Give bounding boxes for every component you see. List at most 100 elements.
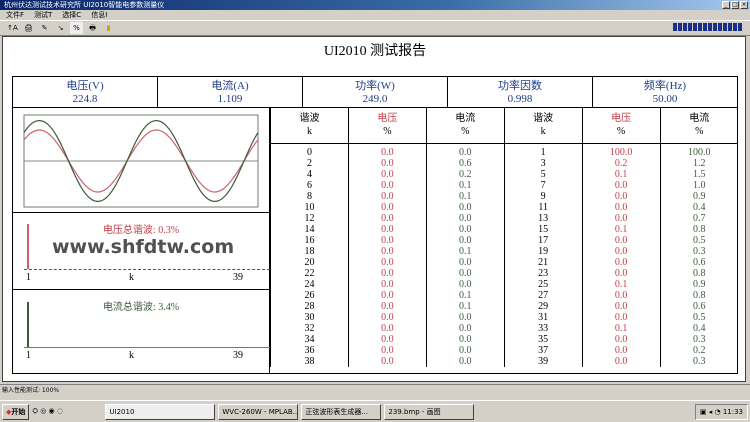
cell-even-k: 18 bbox=[270, 245, 349, 257]
cell-odd-k: 31 bbox=[503, 311, 583, 323]
value: 249.0 bbox=[362, 93, 388, 105]
probe-icon[interactable]: ↘ bbox=[57, 24, 64, 32]
task-ui2010[interactable]: UI2010 bbox=[105, 403, 216, 420]
menu-test[interactable]: 测试T bbox=[34, 11, 53, 19]
table-row: 22 0.0 0.0 23 0.0 0.8 bbox=[270, 267, 738, 279]
cell-odd-u: 0.0 bbox=[581, 289, 661, 301]
cell-odd-i: 0.8 bbox=[659, 289, 738, 301]
cell-even-i: 0.1 bbox=[425, 179, 505, 191]
table-row: 26 0.0 0.1 27 0.0 0.8 bbox=[270, 289, 738, 301]
waveform-panel bbox=[12, 107, 270, 213]
cell-odd-i: 0.4 bbox=[659, 322, 738, 334]
cell-even-u: 0.0 bbox=[347, 256, 427, 268]
menu-info[interactable]: 信息I bbox=[91, 11, 108, 19]
h: 电压 bbox=[611, 112, 632, 124]
cell-even-k: 20 bbox=[270, 256, 349, 268]
h: 电压 bbox=[377, 112, 398, 124]
left-panel: 电压总谐波: 0.3% www.shfdtw.com 1 k 39 电流总谐波:… bbox=[12, 107, 270, 374]
table-row: 16 0.0 0.0 17 0.0 0.5 bbox=[270, 234, 738, 246]
cell-even-i: 0.0 bbox=[425, 267, 505, 279]
cell-even-k: 22 bbox=[270, 267, 349, 279]
cell-even-i: 0.0 bbox=[425, 333, 505, 345]
led-segment bbox=[688, 23, 692, 31]
minimize-button[interactable]: _ bbox=[722, 1, 730, 9]
percent-icon[interactable]: % bbox=[70, 22, 83, 34]
cell-even-u: 0.0 bbox=[347, 223, 427, 235]
task-sine-generator[interactable]: 正弦波形表生成器... bbox=[301, 403, 382, 420]
table-row: 30 0.0 0.0 31 0.0 0.5 bbox=[270, 311, 738, 323]
exit-icon[interactable]: ▮ bbox=[106, 24, 111, 32]
lock-icon[interactable]: 🖨 bbox=[24, 24, 33, 32]
led-segment bbox=[733, 23, 737, 31]
cell-even-u: 0.0 bbox=[347, 311, 427, 323]
cell-odd-k: 17 bbox=[503, 234, 583, 246]
current-axis bbox=[24, 347, 270, 348]
h: k bbox=[540, 125, 546, 137]
cell-even-k: 0 bbox=[270, 143, 349, 158]
cell-even-u: 0.0 bbox=[347, 322, 427, 334]
cell-odd-u: 0.0 bbox=[581, 333, 661, 345]
quick-launch-icons[interactable]: ⛭ ◎ ◉ ◌ bbox=[32, 407, 63, 415]
summary-power-factor: 功率因数 0.998 bbox=[448, 77, 593, 107]
cell-odd-i: 100.0 bbox=[659, 143, 738, 158]
cell-odd-i: 1.2 bbox=[659, 157, 738, 169]
led-segment bbox=[683, 23, 687, 31]
label: 电压(V) bbox=[66, 80, 104, 92]
cell-even-u: 0.0 bbox=[347, 190, 427, 202]
h: % bbox=[616, 125, 626, 137]
header-voltage: 电压% bbox=[581, 107, 661, 144]
voltage-thd-label: 电压总谐波: 0.3% bbox=[102, 225, 180, 236]
menu-bar: 文件F 测试T 选择C 信息I bbox=[0, 10, 750, 20]
cell-even-i: 0.0 bbox=[425, 212, 505, 224]
cell-even-u: 0.0 bbox=[347, 234, 427, 246]
cell-even-u: 0.0 bbox=[347, 278, 427, 290]
waveform-chart bbox=[23, 114, 259, 208]
watermark: www.shfdtw.com bbox=[52, 236, 235, 258]
maximize-button[interactable]: □ bbox=[731, 1, 739, 9]
task-mplab[interactable]: WVC-260W - MPLAB... bbox=[218, 403, 299, 420]
cell-odd-u: 0.0 bbox=[581, 190, 661, 202]
header-voltage: 电压% bbox=[347, 107, 427, 144]
cell-even-k: 32 bbox=[270, 322, 349, 334]
axis-end: 39 bbox=[233, 350, 243, 361]
cell-even-u: 0.0 bbox=[347, 179, 427, 191]
led-segment bbox=[678, 23, 682, 31]
current-spectrum-panel: 电流总谐波: 3.4% 1 k 39 bbox=[12, 290, 270, 374]
cell-even-u: 0.0 bbox=[347, 289, 427, 301]
header-k: 谐波 k bbox=[503, 107, 583, 144]
toolbar: ↑A 🖨 ✎ ↘ % 🖶 ▮ bbox=[0, 20, 750, 36]
table-row: 8 0.0 0.1 9 0.0 0.9 bbox=[270, 190, 738, 202]
cell-odd-i: 0.7 bbox=[659, 212, 738, 224]
voltage-spectrum-panel: 电压总谐波: 0.3% www.shfdtw.com 1 k 39 bbox=[12, 213, 270, 290]
cell-odd-k: 15 bbox=[503, 223, 583, 235]
current-wave bbox=[23, 120, 259, 202]
table-row: 2 0.0 0.6 3 0.2 1.2 bbox=[270, 157, 738, 169]
cell-odd-k: 29 bbox=[503, 300, 583, 312]
cell-odd-u: 0.1 bbox=[581, 322, 661, 334]
print-icon[interactable]: 🖶 bbox=[89, 24, 96, 32]
cell-even-u: 0.0 bbox=[347, 267, 427, 279]
font-size-icon[interactable]: ↑A bbox=[7, 24, 18, 32]
current-fundamental-bar bbox=[27, 302, 29, 347]
close-button[interactable]: × bbox=[740, 1, 748, 9]
edit-icon[interactable]: ✎ bbox=[41, 24, 48, 32]
title-bar: 杭州伏达测试技术研究所 UI2010智能电参数测量仪 _ □ × bbox=[0, 0, 750, 10]
cell-even-i: 0.0 bbox=[425, 355, 505, 367]
cell-odd-i: 0.8 bbox=[659, 267, 738, 279]
cell-odd-u: 100.0 bbox=[581, 143, 661, 158]
summary-frequency: 频率(Hz) 50.00 bbox=[593, 77, 737, 107]
cell-odd-k: 27 bbox=[503, 289, 583, 301]
h: 电流 bbox=[455, 112, 476, 124]
cell-even-i: 0.0 bbox=[425, 322, 505, 334]
menu-file[interactable]: 文件F bbox=[6, 11, 25, 19]
h: k bbox=[306, 125, 312, 137]
menu-select[interactable]: 选择C bbox=[62, 11, 82, 19]
cell-even-k: 36 bbox=[270, 344, 349, 356]
cell-even-i: 0.0 bbox=[425, 234, 505, 246]
cell-even-u: 0.0 bbox=[347, 344, 427, 356]
start-button[interactable]: ◆开始 bbox=[2, 403, 30, 420]
cell-even-k: 24 bbox=[270, 278, 349, 290]
task-paint[interactable]: 239.bmp - 画图 bbox=[384, 403, 475, 420]
tray-icons[interactable]: ▣ ◂ ◔ bbox=[699, 408, 723, 416]
cell-odd-u: 0.1 bbox=[581, 223, 661, 235]
